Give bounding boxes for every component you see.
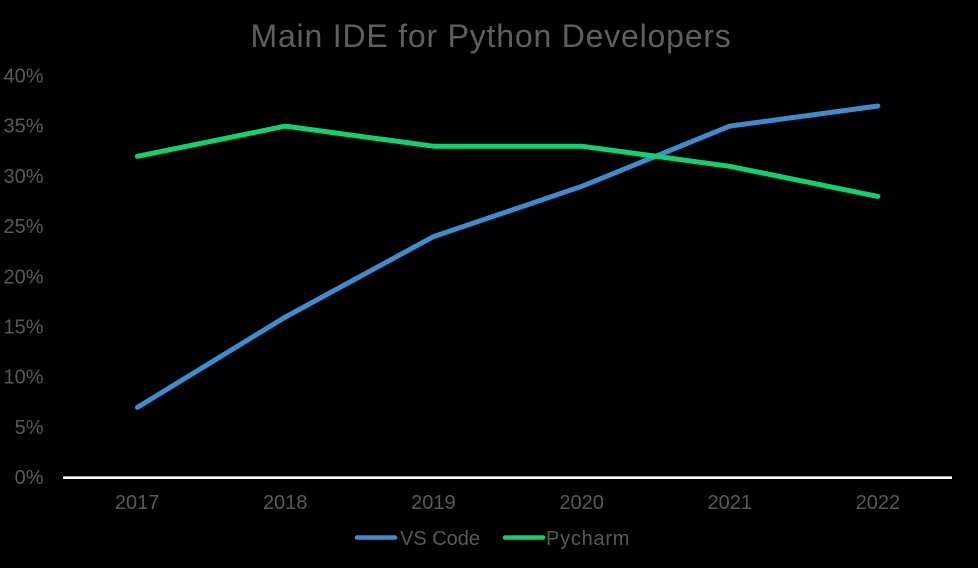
svg-text:2018: 2018 <box>263 492 308 514</box>
svg-text:30%: 30% <box>3 166 43 188</box>
svg-text:2017: 2017 <box>115 492 160 514</box>
svg-text:5%: 5% <box>15 417 44 439</box>
svg-text:2021: 2021 <box>708 492 753 514</box>
svg-text:2019: 2019 <box>411 492 456 514</box>
svg-text:15%: 15% <box>3 317 43 339</box>
svg-text:25%: 25% <box>3 216 43 238</box>
svg-text:2022: 2022 <box>856 492 901 514</box>
svg-text:20%: 20% <box>3 266 43 288</box>
svg-text:40%: 40% <box>3 66 43 88</box>
svg-text:0%: 0% <box>15 467 44 489</box>
svg-text:2020: 2020 <box>559 492 604 514</box>
svg-text:Main IDE for Python Developers: Main IDE for Python Developers <box>251 18 732 54</box>
svg-text:Pycharm: Pycharm <box>546 528 630 550</box>
svg-text:10%: 10% <box>3 367 43 389</box>
svg-text:VS Code: VS Code <box>400 528 480 550</box>
svg-text:35%: 35% <box>3 116 43 138</box>
